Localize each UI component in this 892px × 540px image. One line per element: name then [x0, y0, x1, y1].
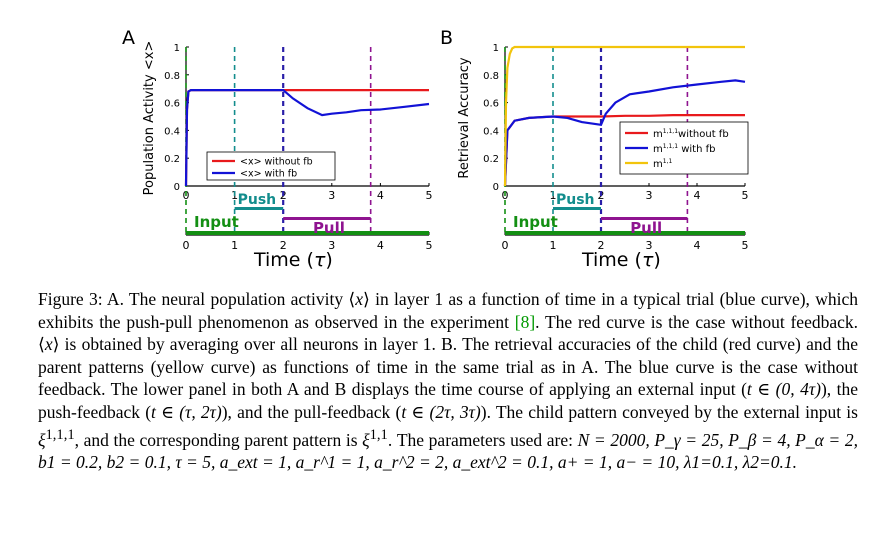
panel-a-label: A [122, 27, 135, 49]
panel-b-label: B [440, 27, 453, 49]
panel-a-ylabel: Population Activity <x> [142, 41, 157, 196]
y-tick-label: 0.6 [483, 99, 499, 110]
panel-b-xlabel: Time (τ) [581, 249, 661, 271]
legend-box [206, 151, 336, 181]
y-tick-label: 1 [493, 43, 499, 54]
figure-3: A B 0 1 2 3 4 5 0 0.2 0.4 0.6 0.8 1 <x> without fb<x… [122, 27, 749, 271]
y-tick-label: 0.8 [483, 71, 499, 82]
timeline-tick-label: 2 [280, 239, 287, 252]
x-tick-label: 5 [742, 189, 749, 202]
series-line [503, 45, 745, 187]
series-line [503, 79, 746, 187]
panel-a-xlabel: Time (τ) [253, 249, 333, 271]
timeline-tick-label: 5 [742, 239, 749, 252]
timeline-tick-label: 0 [502, 239, 509, 252]
legend-label: m1,1 [653, 158, 672, 170]
input-bar [186, 231, 429, 235]
citation-link[interactable]: [8] [514, 311, 536, 332]
push-bar [553, 207, 601, 210]
y-tick-label: 0.6 [164, 99, 180, 110]
timeline-tick-label: 4 [377, 239, 384, 252]
x-tick-label: 3 [328, 189, 335, 202]
input-bar [505, 231, 745, 235]
timeline-tick-label: 1 [550, 239, 557, 252]
pull-label: Pull [630, 219, 662, 237]
panel-b-plot: 0 1 2 3 4 5 0 0.2 0.4 0.6 0.8 1 m1,1,1without fb m1,1… [483, 43, 748, 252]
input-label: Input [513, 213, 558, 231]
legend-label: <x> without fb [240, 157, 313, 168]
push-label: Push [238, 192, 277, 208]
legend-label: m1,1,1without fb [653, 128, 729, 140]
pull-bar [601, 217, 688, 220]
timeline-tick-label: 1 [231, 239, 238, 252]
pull-label: Pull [313, 219, 345, 237]
y-tick-label: 0.2 [483, 154, 499, 165]
panel-a-plot: 0 1 2 3 4 5 0 0.2 0.4 0.6 0.8 1 <x> without fb<x> wi… [164, 43, 432, 252]
x-tick-label: 5 [426, 189, 433, 202]
timeline-tick-label: 2 [598, 239, 605, 252]
timeline-tick-label: 3 [328, 239, 335, 252]
legend-label: <x> with fb [240, 169, 297, 180]
timeline-tick-label: 4 [694, 239, 701, 252]
x-tick-label: 4 [694, 189, 701, 202]
figure-caption: Figure 3: A. The neural population activ… [38, 289, 858, 472]
x-tick-label: 4 [377, 189, 384, 202]
panel-b-ylabel: Retrieval Accuracy [457, 57, 472, 179]
timeline-tick-label: 5 [426, 239, 433, 252]
y-tick-label: 0 [493, 182, 499, 193]
x-tick-label: 3 [646, 189, 653, 202]
legend-label: m1,1,1 with fb [653, 143, 715, 155]
timeline-tick-label: 0 [183, 239, 190, 252]
push-label: Push [556, 192, 595, 208]
y-tick-label: 1 [174, 43, 180, 54]
y-tick-label: 0.2 [164, 154, 180, 165]
y-tick-label: 0.4 [164, 126, 180, 137]
series-line [184, 88, 430, 187]
push-bar [234, 207, 284, 210]
y-tick-label: 0.4 [483, 126, 499, 137]
y-tick-label: 0.8 [164, 71, 180, 82]
input-label: Input [194, 213, 239, 231]
y-tick-label: 0 [174, 182, 180, 193]
timeline-tick-label: 3 [646, 239, 653, 252]
pull-bar [283, 217, 371, 220]
